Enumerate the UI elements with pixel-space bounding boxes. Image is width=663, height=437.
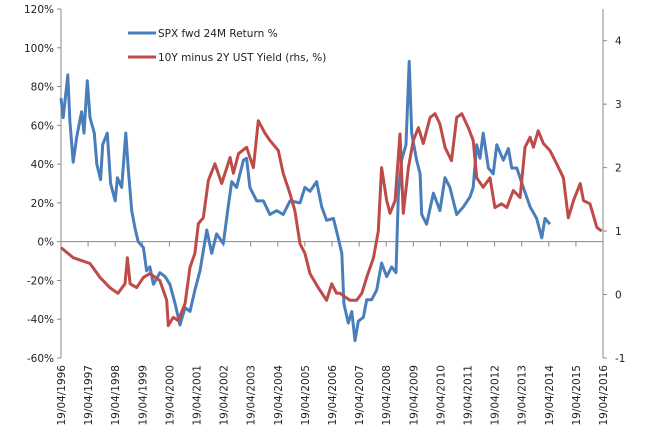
- right-tick-label: -1: [615, 353, 625, 365]
- x-tick-label: 19/04/1999: [137, 365, 149, 426]
- x-tick-label: 19/04/2008: [381, 365, 393, 426]
- x-tick-label: 19/04/2005: [300, 365, 312, 426]
- x-tick-label: 19/04/1998: [110, 365, 122, 426]
- left-tick-label: 40%: [31, 159, 54, 171]
- left-tick-label: -40%: [27, 314, 54, 326]
- legend-label-spread: 10Y minus 2Y UST Yield (rhs, %): [158, 52, 326, 64]
- plot-lines: [59, 59, 603, 343]
- right-tick-label: 2: [615, 163, 622, 175]
- x-tick-label: 19/04/2010: [435, 365, 447, 426]
- left-tick-label: 0%: [37, 237, 54, 249]
- x-tick-label: 19/04/2007: [354, 365, 366, 426]
- left-tick-label: 120%: [24, 4, 54, 16]
- x-tick-label: 19/04/2000: [164, 365, 176, 426]
- left-tick-label: 80%: [31, 82, 54, 94]
- left-axis: -60% -40% -20% 0% 20% 40% 60% 80% 100% 120%: [24, 4, 62, 365]
- x-tick-label: 19/04/2011: [463, 365, 475, 426]
- right-tick-label: 0: [615, 290, 622, 302]
- left-tick-label: 20%: [31, 198, 54, 210]
- x-tick-label: 19/04/2002: [219, 365, 231, 426]
- x-tick-label: 19/04/2013: [517, 365, 529, 426]
- left-tick-label: -60%: [27, 353, 54, 365]
- x-tick-label: 19/04/2006: [327, 365, 339, 426]
- legend: SPX fwd 24M Return % 10Y minus 2Y UST Yi…: [128, 28, 326, 64]
- left-tick-label: -20%: [27, 275, 54, 287]
- x-axis: 19/04/1996 19/04/1997 19/04/1998 19/04/1999…: [56, 241, 610, 426]
- x-tick-label: 19/04/2003: [246, 365, 258, 426]
- right-tick-label: 1: [615, 226, 622, 238]
- right-tick-label: 4: [615, 36, 622, 48]
- x-tick-label: 19/04/2009: [408, 365, 420, 426]
- x-tick-label: 19/04/2004: [273, 365, 285, 426]
- left-tick-label: 60%: [31, 120, 54, 132]
- right-tick-label: 3: [615, 99, 622, 111]
- x-tick-label: 19/04/2014: [544, 365, 556, 426]
- x-tick-label: 19/04/1996: [56, 365, 68, 426]
- x-tick-label: 19/04/1997: [83, 365, 95, 426]
- x-tick-label: 19/04/2016: [598, 365, 610, 426]
- right-axis: -1 0 1 2 3 4: [602, 9, 625, 365]
- x-tick-label: 19/04/2012: [490, 365, 502, 426]
- legend-label-spx: SPX fwd 24M Return %: [158, 28, 278, 40]
- x-tick-label: 19/04/2001: [192, 365, 204, 426]
- left-tick-label: 100%: [24, 43, 54, 55]
- series-line-spx-return: [59, 59, 552, 343]
- series-line-yield-spread: [60, 112, 603, 328]
- x-tick-label: 19/04/2015: [571, 365, 583, 426]
